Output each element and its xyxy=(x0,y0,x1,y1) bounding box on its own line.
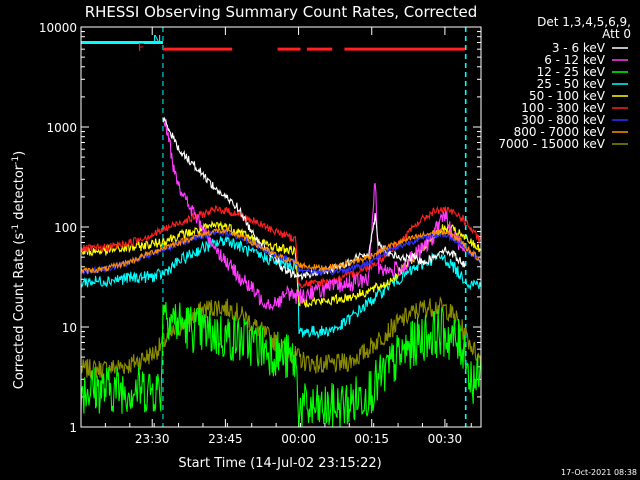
x-axis-label: Start Time (14-Jul-02 23:15:22) xyxy=(178,456,381,471)
x-tick-label: 23:45 xyxy=(208,432,243,446)
y-tick-label: 100 xyxy=(54,221,77,235)
legend-label: 3 - 6 keV xyxy=(552,41,606,55)
series-line xyxy=(80,226,481,274)
legend-label: 12 - 25 keV xyxy=(537,65,606,79)
legend-label: 800 - 7000 keV xyxy=(514,125,606,139)
legend-label: 25 - 50 keV xyxy=(537,77,606,91)
legend-label: 100 - 300 keV xyxy=(521,101,605,115)
legend-label: 6 - 12 keV xyxy=(544,53,606,67)
y-tick-label: 10 xyxy=(62,321,77,335)
y-tick-label: 10000 xyxy=(39,21,77,35)
legend-label: 50 - 100 keV xyxy=(529,89,606,103)
x-tick-label: 00:00 xyxy=(281,432,316,446)
x-tick-label: 23:30 xyxy=(135,432,170,446)
legend-label: 7000 - 15000 keV xyxy=(498,137,605,151)
x-tick-label: 00:30 xyxy=(428,432,463,446)
flare-label: F xyxy=(138,41,144,54)
timestamp: 17-Oct-2021 08:38 xyxy=(561,468,637,477)
series-line xyxy=(80,205,481,288)
legend-header-2: Att 0 xyxy=(602,27,631,41)
series-line xyxy=(80,220,481,309)
chart-title: RHESSI Observing Summary Count Rates, Co… xyxy=(85,3,478,21)
y-tick-label: 1 xyxy=(69,421,77,435)
data-series xyxy=(80,116,482,428)
legend-label: 300 - 800 keV xyxy=(521,113,605,127)
legend-header: Det 1,3,4,5,6,9, xyxy=(537,15,631,29)
x-tick-label: 00:15 xyxy=(354,432,389,446)
y-tick-label: 1000 xyxy=(46,121,77,135)
plot-frame xyxy=(80,26,482,428)
night-label: N xyxy=(153,33,161,46)
y-axis-label: Corrected Count Rate (s-1 detector-1) xyxy=(11,151,27,389)
series-line xyxy=(80,302,482,428)
